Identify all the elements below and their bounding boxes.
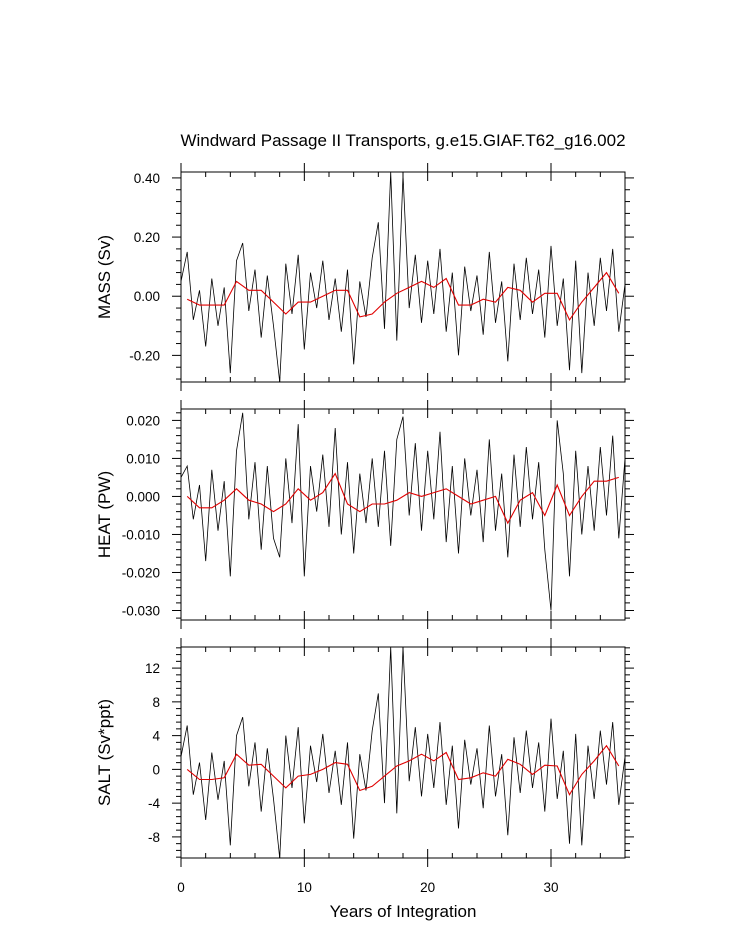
heat-ytick-label: 0.020 [126,413,160,428]
salt-ytick-label: 8 [152,695,160,710]
mass-ytick-label: 0.00 [134,289,160,304]
figure-title: Windward Passage II Transports, g.e15.GI… [180,131,625,150]
mass-ytick-label: -0.20 [129,348,160,363]
salt-xtick-label: 0 [177,880,185,895]
heat-frame [180,408,626,621]
salt-annual-line [186,744,620,796]
heat-ytick-label: -0.030 [122,603,160,618]
mass-ytick-label: 0.40 [134,171,160,186]
heat-ylabel: HEAT (PW) [95,471,114,558]
salt-ylabel: SALT (Sv*ppt) [95,699,114,806]
heat-panel: -0.030 -0.020 -0.010 0.000 0.010 0.020 HEAT (P… [95,400,634,629]
mass-panel: -0.20 0.00 0.20 0.40 MASS (Sv) [95,163,634,391]
salt-ytick-label: 0 [152,762,160,777]
salt-ytick-label: 12 [145,661,160,676]
heat-ytick-label: -0.020 [122,565,160,580]
salt-ytick-label: 4 [152,729,160,744]
mass-monthly-line [181,172,625,382]
salt-frame [180,646,626,859]
salt-ytick-label: -8 [148,830,160,845]
mass-annual-line [186,271,620,322]
heat-annual-line [186,472,619,525]
mass-ylabel: MASS (Sv) [95,235,114,319]
salt-monthly-line [181,647,625,858]
mass-ytick-label: 0.20 [134,230,160,245]
salt-xtick-label: 30 [543,880,558,895]
salt-xtick-label: 10 [297,880,312,895]
heat-ytick-label: -0.010 [122,527,160,542]
heat-ytick-label: 0.000 [126,489,160,504]
salt-xtick-label: 20 [420,880,435,895]
salt-panel: -8 -4 0 4 8 12 0 10 20 30 SALT (Sv*ppt) [95,638,634,895]
x-axis-label: Years of Integration [330,902,477,921]
mass-frame [180,171,626,383]
salt-ytick-label: -4 [148,796,160,811]
heat-ytick-label: 0.010 [126,451,160,466]
heat-monthly-line [181,412,625,611]
